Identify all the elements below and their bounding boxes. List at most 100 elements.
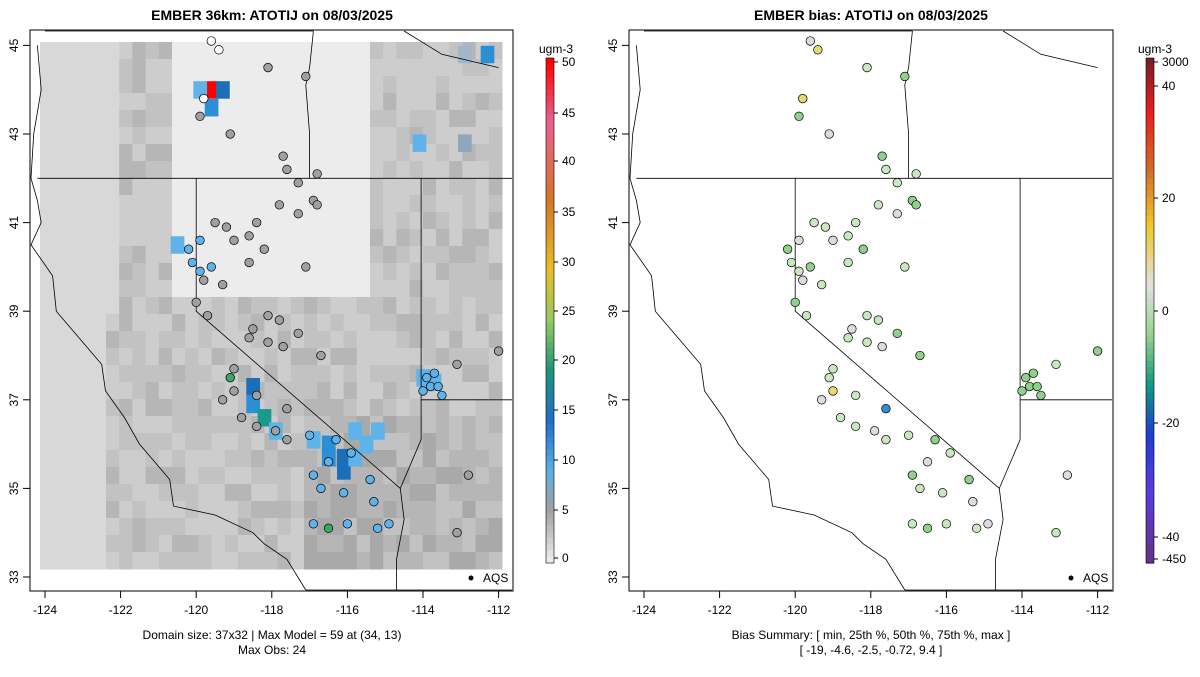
grid-cell — [40, 484, 54, 502]
colorbar-segment — [546, 222, 554, 230]
grid-cell — [356, 297, 371, 315]
station-point — [244, 231, 254, 241]
y-tick-label: 35 — [606, 481, 620, 495]
bias-point — [813, 45, 823, 55]
grid-cell — [185, 229, 199, 247]
grid-cell — [475, 246, 490, 264]
grid-cell — [475, 280, 490, 298]
grid-cell — [211, 246, 226, 264]
grid-cell — [40, 195, 54, 213]
colorbar-segment — [1146, 140, 1154, 147]
grid-cell — [145, 331, 160, 349]
colorbar-segment — [546, 64, 554, 72]
grid-cell — [290, 229, 305, 247]
grid-cell — [356, 195, 371, 213]
grid-cell — [277, 212, 292, 230]
grid-cell — [185, 518, 199, 536]
grid-cell — [145, 416, 160, 434]
grid-cell — [106, 93, 120, 111]
y-tick-label: 39 — [606, 304, 620, 318]
grid-cell — [198, 246, 213, 264]
grid-cell — [40, 212, 54, 230]
colorbar-segment — [546, 89, 554, 97]
bias-point — [858, 244, 868, 254]
grid-cell — [172, 127, 186, 145]
grid-cell — [343, 178, 358, 196]
bias-point — [922, 523, 933, 533]
grid-cell — [224, 110, 239, 128]
grid-cell — [475, 110, 490, 128]
grid-cell — [238, 280, 252, 298]
boundary-line — [904, 30, 913, 179]
grid-cell — [422, 416, 437, 434]
grid-cell — [277, 127, 292, 145]
grid-cell — [436, 416, 450, 434]
grid-cell — [422, 518, 437, 536]
grid-cell — [409, 76, 424, 94]
grid-cell — [462, 552, 477, 570]
colorbar-segment — [1146, 95, 1154, 103]
bias-point — [843, 257, 853, 268]
grid-cell-high — [337, 462, 351, 480]
grid-cell — [277, 501, 292, 519]
grid-cell — [396, 552, 411, 570]
x-tick-label: -116 — [336, 603, 359, 617]
station-point — [293, 328, 303, 339]
grid-cell — [343, 382, 358, 400]
grid-cell — [119, 416, 133, 434]
bias-point — [1032, 381, 1042, 392]
grid-cell — [409, 348, 424, 366]
grid-cell — [449, 552, 463, 570]
grid-cell — [211, 467, 226, 485]
grid-cell — [132, 110, 147, 128]
grid-cell — [409, 314, 424, 332]
grid-cell — [383, 93, 397, 111]
bias-point — [915, 483, 925, 494]
colorbar-segment — [546, 114, 554, 122]
grid-cell — [330, 127, 345, 145]
grid-cell — [40, 229, 54, 247]
grid-cell — [330, 399, 345, 417]
colorbar-label: 20 — [1162, 191, 1176, 205]
grid-cell — [238, 161, 252, 179]
bias-point — [782, 244, 793, 254]
grid-cell — [488, 314, 503, 332]
colorbar-segment — [546, 234, 554, 242]
colorbar-segment — [546, 512, 554, 520]
grid-cell — [172, 433, 186, 451]
colorbar-segment — [1146, 278, 1154, 286]
grid-cell — [40, 280, 54, 298]
grid-cell — [264, 280, 279, 298]
left-panel-title: EMBER 36km: ATOTIJ on 08/03/2025 — [151, 7, 393, 23]
colorbar-label: 0 — [1162, 304, 1169, 318]
colorbar-segment — [1146, 310, 1154, 318]
grid-cell — [185, 42, 199, 60]
grid-cell — [53, 144, 67, 162]
grid-cell — [79, 93, 94, 111]
grid-cell — [462, 501, 477, 519]
grid-cell — [211, 331, 226, 349]
grid-cell — [66, 161, 81, 179]
grid-cell — [264, 297, 279, 315]
colorbar-segment — [1146, 234, 1154, 242]
grid-cell — [264, 518, 279, 536]
right-state-boundaries — [629, 30, 1112, 591]
grid-cell — [343, 246, 358, 264]
colorbar-segment — [546, 487, 554, 495]
grid-cell — [79, 178, 94, 196]
grid-cell — [488, 280, 503, 298]
x-tick-label: -118 — [260, 603, 283, 617]
grid-cell — [79, 195, 94, 213]
grid-cell — [449, 212, 463, 230]
grid-cell — [106, 467, 120, 485]
grid-cell — [198, 178, 213, 196]
grid-cell — [396, 450, 411, 468]
colorbar-label: 0 — [562, 551, 569, 565]
grid-cell — [436, 552, 450, 570]
grid-cell — [79, 552, 94, 570]
grid-cell — [370, 229, 384, 247]
grid-cell — [436, 263, 450, 281]
colorbar-segment — [546, 455, 554, 463]
grid-cell — [92, 42, 107, 60]
